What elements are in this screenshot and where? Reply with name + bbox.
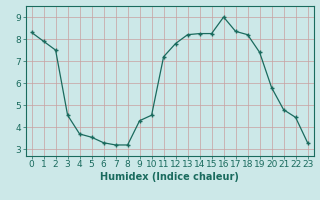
X-axis label: Humidex (Indice chaleur): Humidex (Indice chaleur) — [100, 172, 239, 182]
